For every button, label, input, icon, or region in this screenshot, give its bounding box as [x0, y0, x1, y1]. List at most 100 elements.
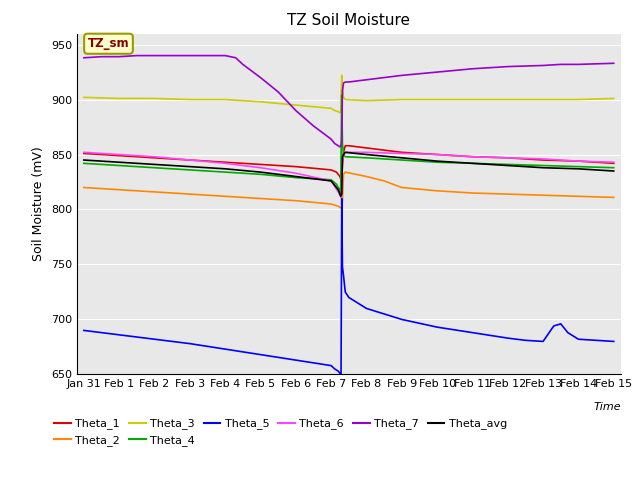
Theta_6: [334, 189, 342, 195]
Theta_avg: [115, 159, 123, 165]
Theta_4: [337, 190, 344, 196]
Theta_2: [292, 198, 300, 204]
Theta_7: [80, 55, 88, 60]
Theta_2: [327, 201, 335, 207]
Theta_5: [115, 332, 123, 338]
Theta_3: [433, 96, 441, 102]
Theta_7: [292, 108, 300, 113]
Theta_7: [204, 53, 211, 59]
Theta_6: [150, 154, 158, 160]
Theta_avg: [575, 166, 582, 172]
Theta_5: [339, 264, 346, 270]
Theta_3: [150, 96, 158, 101]
Theta_5: [564, 330, 572, 336]
Theta_4: [257, 171, 264, 177]
Text: Time: Time: [593, 402, 621, 412]
Theta_avg: [338, 191, 346, 197]
Theta_7: [115, 54, 123, 60]
Theta_1: [292, 164, 300, 169]
Theta_5: [575, 336, 582, 342]
Theta_2: [433, 188, 441, 194]
Theta_7: [239, 61, 246, 67]
Y-axis label: Soil Moisture (mV): Soil Moisture (mV): [32, 146, 45, 262]
Theta_3: [292, 102, 300, 108]
Theta_2: [575, 193, 582, 199]
Theta_1: [333, 169, 340, 175]
Theta_4: [610, 165, 618, 170]
Theta_1: [363, 145, 371, 151]
Theta_3: [504, 96, 511, 102]
Theta_6: [398, 151, 406, 156]
Theta_avg: [186, 164, 194, 169]
Theta_7: [275, 89, 282, 95]
Theta_5: [292, 357, 300, 363]
Theta_3: [80, 95, 88, 100]
Theta_7: [337, 143, 345, 149]
Theta_7: [345, 79, 353, 85]
Theta_3: [468, 96, 476, 102]
Theta_2: [221, 193, 229, 199]
Theta_4: [327, 177, 335, 183]
Theta_1: [150, 155, 158, 161]
Theta_4: [333, 181, 340, 187]
Theta_2: [339, 198, 346, 204]
Theta_avg: [341, 149, 349, 155]
Theta_6: [338, 192, 346, 198]
Theta_7: [557, 61, 564, 67]
Theta_3: [337, 109, 344, 115]
Theta_2: [504, 191, 511, 197]
Theta_6: [292, 170, 300, 176]
Theta_2: [186, 191, 194, 197]
Theta_6: [433, 152, 441, 157]
Theta_4: [340, 152, 348, 157]
Theta_6: [540, 156, 547, 162]
Theta_6: [327, 178, 335, 184]
Theta_2: [334, 204, 342, 209]
Theta_7: [133, 53, 141, 59]
Theta_avg: [398, 155, 406, 161]
Theta_5: [468, 330, 476, 336]
Theta_7: [232, 55, 239, 60]
Theta_3: [334, 109, 342, 115]
Theta_1: [575, 158, 582, 164]
Theta_4: [80, 160, 88, 166]
Theta_6: [336, 192, 344, 198]
Theta_2: [257, 196, 264, 202]
Theta_6: [575, 158, 582, 164]
Theta_4: [575, 164, 582, 169]
Theta_3: [186, 96, 194, 102]
Theta_avg: [331, 182, 339, 188]
Theta_7: [334, 143, 342, 149]
Theta_5: [150, 336, 158, 342]
Theta_7: [340, 80, 348, 86]
Theta_6: [468, 154, 476, 160]
Theta_4: [150, 165, 158, 170]
Theta_avg: [257, 169, 264, 175]
Theta_avg: [610, 168, 618, 174]
Theta_6: [115, 152, 123, 157]
Theta_5: [336, 371, 344, 376]
Theta_7: [338, 138, 346, 144]
Theta_6: [340, 152, 348, 157]
Theta_2: [610, 194, 618, 200]
Theta_7: [310, 123, 317, 129]
Theta_5: [80, 327, 88, 333]
Theta_1: [540, 157, 547, 163]
Theta_2: [468, 190, 476, 196]
Theta_2: [336, 204, 344, 210]
Theta_6: [341, 149, 349, 155]
Theta_1: [257, 162, 264, 168]
Theta_avg: [80, 157, 88, 163]
Theta_2: [150, 189, 158, 195]
Line: Theta_3: Theta_3: [84, 75, 614, 113]
Theta_2: [341, 169, 349, 175]
Theta_1: [338, 174, 346, 180]
Theta_5: [327, 363, 335, 369]
Theta_4: [336, 187, 344, 192]
Theta_3: [610, 96, 618, 101]
Theta_4: [292, 175, 300, 180]
Theta_avg: [339, 154, 346, 160]
Theta_avg: [336, 191, 344, 197]
Theta_7: [363, 77, 371, 83]
Theta_avg: [468, 160, 476, 166]
